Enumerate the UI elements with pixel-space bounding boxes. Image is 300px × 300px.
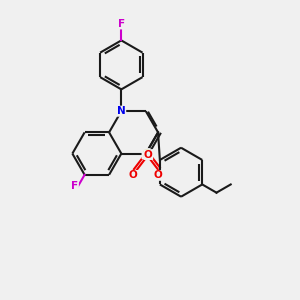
Text: F: F	[71, 182, 79, 191]
Text: O: O	[154, 170, 163, 180]
Text: O: O	[144, 150, 153, 160]
Text: S: S	[142, 148, 150, 159]
Text: O: O	[129, 170, 138, 180]
Text: N: N	[117, 106, 126, 116]
Text: F: F	[118, 19, 125, 29]
